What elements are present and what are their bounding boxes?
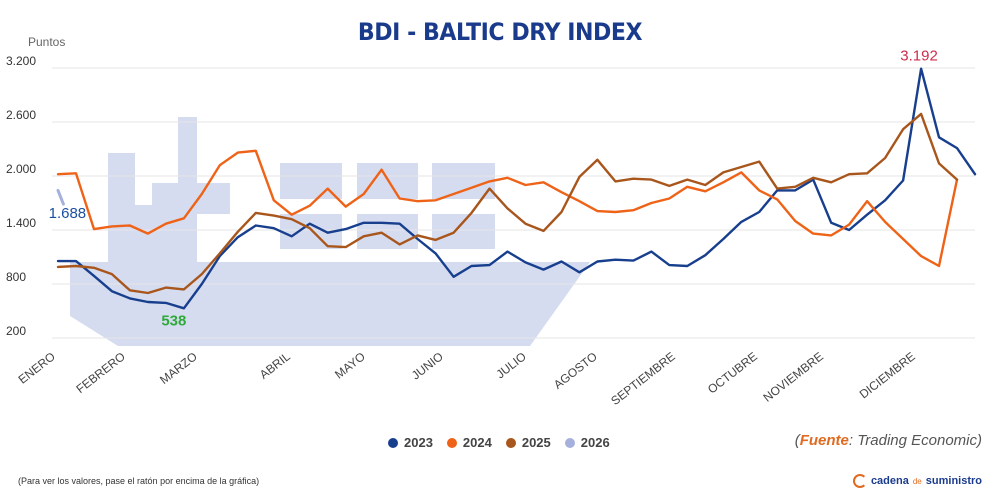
legend-dot-2023 bbox=[388, 437, 398, 448]
x-tick-label: MAYO bbox=[332, 349, 368, 381]
x-tick-label: NOVIEMBRE bbox=[760, 349, 825, 404]
data-label: 3.192 bbox=[900, 48, 938, 65]
x-tick-label: ENERO bbox=[16, 349, 58, 386]
x-tick-label: DICIEMBRE bbox=[857, 349, 918, 401]
ship-shape bbox=[178, 117, 197, 262]
x-tick-label: SEPTIEMBRE bbox=[608, 349, 678, 408]
legend-dot-2025 bbox=[505, 437, 516, 448]
legend-dot-2026 bbox=[564, 437, 575, 448]
legend-dot-2024 bbox=[446, 437, 457, 448]
brand-name-3: suministro bbox=[925, 475, 982, 487]
data-label: 1.688 bbox=[49, 205, 87, 222]
legend-label-2023: 2023 bbox=[404, 435, 433, 450]
series-line-2025[interactable] bbox=[56, 112, 959, 295]
x-tick-label: FEBRERO bbox=[74, 349, 128, 396]
brand-name-1: cadena bbox=[870, 475, 909, 487]
y-axis-label: Puntos bbox=[28, 35, 65, 49]
ship-shape bbox=[135, 205, 152, 262]
y-tick-label: 3.200 bbox=[6, 54, 36, 68]
legend-label-2024: 2024 bbox=[462, 435, 492, 450]
x-tick-label: JUNIO bbox=[409, 349, 446, 382]
ship-shape bbox=[432, 163, 495, 199]
source-text: : Trading Economic) bbox=[848, 432, 982, 449]
legend-label-2025: 2025 bbox=[521, 435, 551, 450]
ship-shape bbox=[432, 214, 495, 249]
ship-shape bbox=[152, 183, 178, 262]
source-note: (Fuente: Trading Economic) bbox=[795, 432, 982, 449]
series-line-2024[interactable] bbox=[56, 149, 959, 268]
x-tick-label: AGOSTO bbox=[551, 349, 600, 392]
x-tick-label: MARZO bbox=[157, 349, 200, 387]
ship-shape bbox=[108, 153, 135, 262]
y-tick-label: 2.600 bbox=[6, 108, 36, 122]
ship-shape bbox=[70, 262, 590, 346]
y-tick-label: 200 bbox=[6, 324, 26, 338]
legend-item-2025[interactable]: 2025 bbox=[505, 435, 551, 450]
source-open: ( bbox=[794, 432, 800, 449]
x-tick-label: JULIO bbox=[493, 349, 528, 381]
y-tick-label: 1.400 bbox=[6, 216, 36, 230]
source-label: Fuente bbox=[799, 432, 849, 449]
brand-name-2: de bbox=[912, 476, 922, 486]
brand-logo: cadena de suministro bbox=[852, 474, 982, 488]
series-line-2023[interactable] bbox=[56, 67, 977, 310]
legend-item-2024[interactable]: 2024 bbox=[446, 435, 492, 450]
y-tick-label: 2.000 bbox=[6, 162, 36, 176]
legend-item-2023[interactable]: 2023 bbox=[388, 435, 433, 450]
ship-shape bbox=[280, 214, 342, 249]
data-label: 538 bbox=[161, 313, 186, 330]
ship-shape bbox=[197, 183, 230, 214]
x-tick-label: OCTUBRE bbox=[705, 349, 760, 396]
legend-item-2026[interactable]: 2026 bbox=[564, 435, 610, 450]
legend-label-2026: 2026 bbox=[580, 435, 610, 450]
chart-legend: 2023 2024 2025 2026 bbox=[388, 435, 610, 450]
hover-instruction: (Para ver los valores, pase el ratón por… bbox=[18, 476, 260, 486]
series-line-2026[interactable] bbox=[56, 188, 65, 206]
brand-ring-icon bbox=[852, 474, 867, 488]
x-tick-label: ABRIL bbox=[257, 349, 293, 382]
chart-title: BDI - BALTIC DRY INDEX bbox=[357, 18, 643, 46]
y-tick-label: 800 bbox=[6, 270, 26, 284]
